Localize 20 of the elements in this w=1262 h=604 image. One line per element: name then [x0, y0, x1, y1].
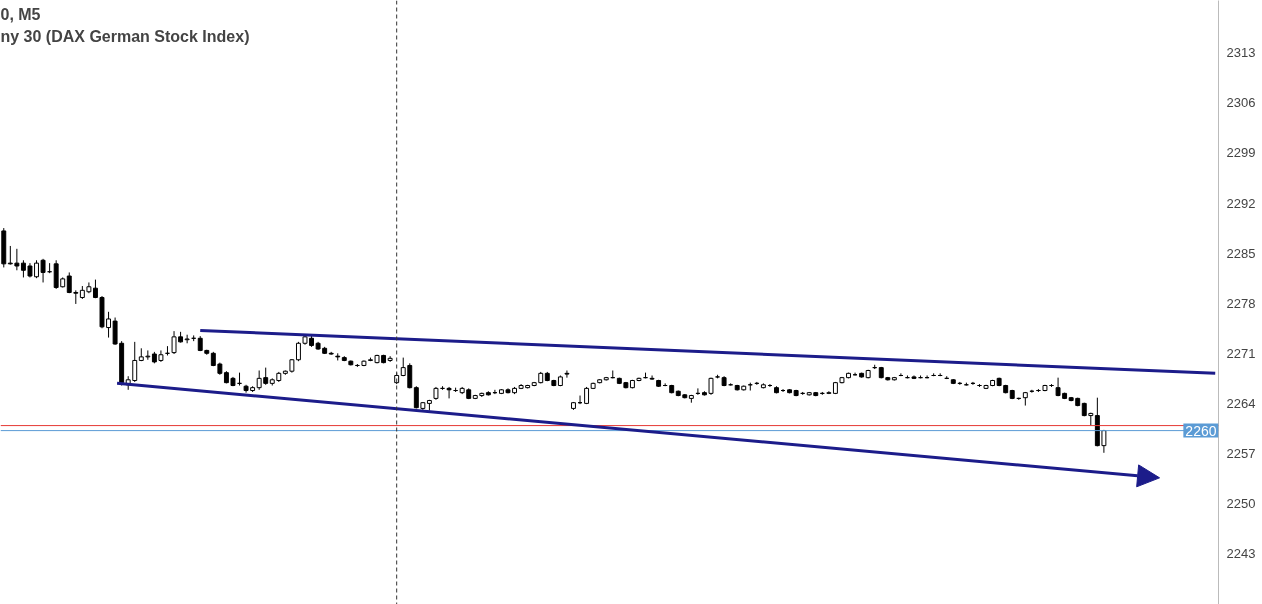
- y-tick-label: 2250: [1226, 496, 1256, 512]
- text: ny 30 (DAX German Stock Index): [0, 28, 250, 45]
- candlestick: [649, 375, 655, 381]
- y-tick-label: 2271: [1226, 345, 1256, 361]
- candlestick: [184, 334, 190, 344]
- y-tick-label: 2264: [1226, 395, 1256, 411]
- y-tick-label: 2306: [1226, 95, 1256, 111]
- y-tick-label: 2257: [1226, 446, 1256, 461]
- y-tick-label: 2278: [1226, 295, 1256, 311]
- y-tick-label: 2243: [1226, 546, 1256, 562]
- y-tick-label: 2313: [1226, 45, 1256, 61]
- candlestick: [564, 369, 570, 379]
- y-tick-label: 2292: [1226, 195, 1256, 211]
- candlestick: [387, 355, 393, 363]
- ref-line-label: 2260: [1185, 422, 1217, 439]
- y-tick-label: 2299: [1226, 145, 1256, 161]
- chart-title: 0, M5: [0, 6, 41, 23]
- y-tick-label: 2285: [1226, 245, 1256, 261]
- candlestick: [446, 386, 452, 399]
- candlestick: [295, 341, 301, 362]
